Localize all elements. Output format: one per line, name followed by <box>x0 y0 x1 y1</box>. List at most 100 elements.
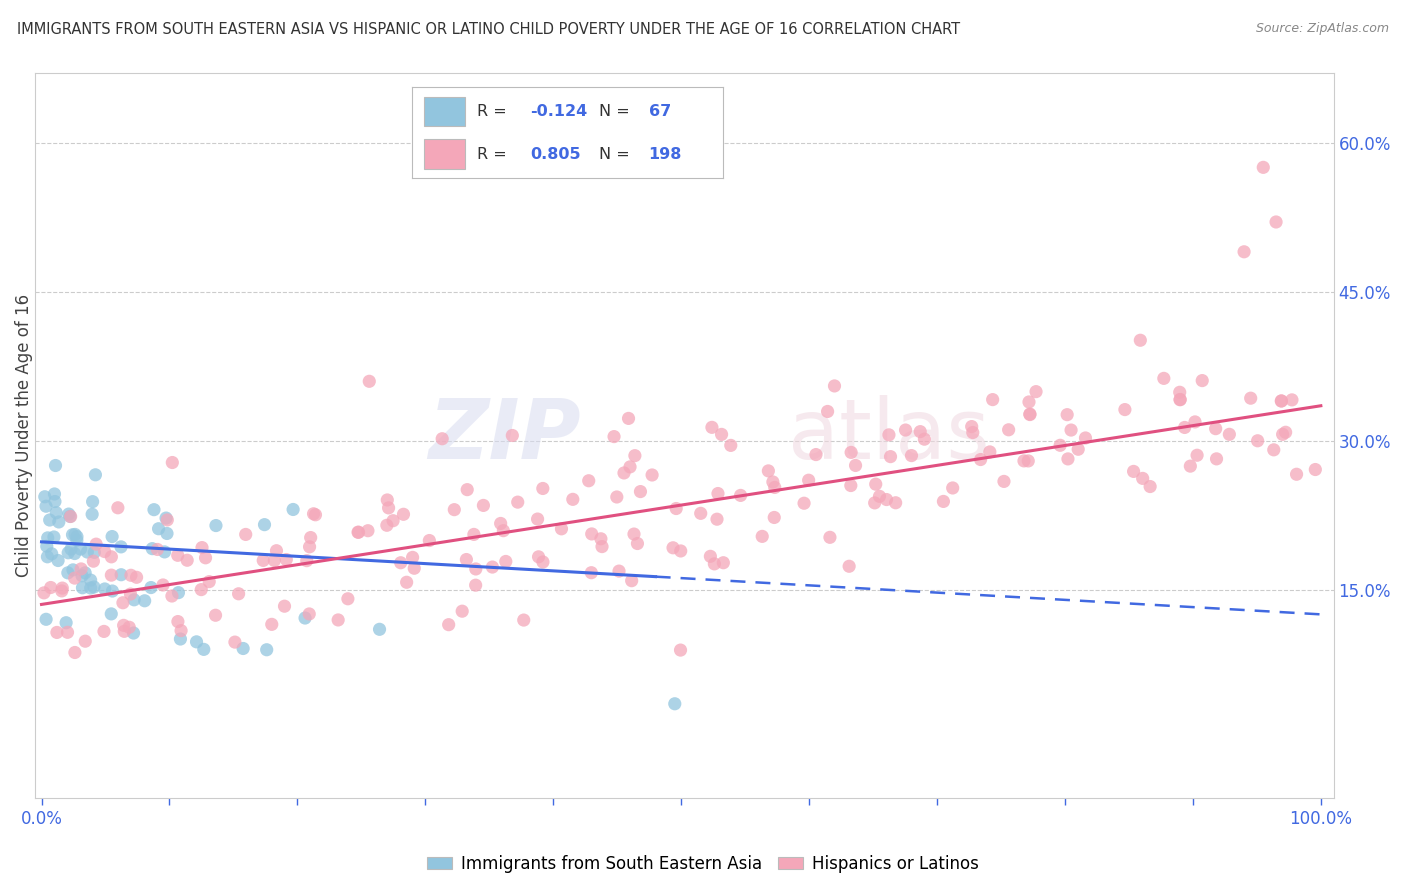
Point <box>1251 161 1274 175</box>
Point <box>100 568 122 582</box>
Point <box>1305 462 1327 476</box>
Point <box>869 489 891 503</box>
Point <box>700 420 723 434</box>
Point <box>720 438 742 452</box>
Point <box>626 536 648 550</box>
Point <box>83 545 105 559</box>
Point <box>110 540 132 554</box>
Point <box>839 445 862 459</box>
Point <box>176 553 198 567</box>
Point <box>550 522 572 536</box>
Point <box>42 530 65 544</box>
Point <box>1180 459 1202 474</box>
Point <box>395 575 418 590</box>
Point <box>155 511 177 525</box>
Point <box>75 634 97 648</box>
Point <box>59 509 82 524</box>
Point <box>63 571 86 585</box>
Y-axis label: Child Poverty Under the Age of 16: Child Poverty Under the Age of 16 <box>15 294 32 577</box>
Point <box>706 512 728 526</box>
Point <box>107 500 129 515</box>
Point <box>443 502 465 516</box>
Point <box>304 508 326 522</box>
Point <box>37 549 59 564</box>
Point <box>763 480 786 494</box>
Point <box>613 466 636 480</box>
Point <box>153 545 176 559</box>
Point <box>44 487 66 501</box>
Point <box>252 553 274 567</box>
Point <box>1263 442 1285 457</box>
Point <box>817 404 839 418</box>
Point <box>797 473 820 487</box>
Point <box>1205 451 1227 466</box>
Point <box>669 544 692 558</box>
Point <box>962 425 984 440</box>
Point <box>51 583 73 598</box>
Point <box>804 448 827 462</box>
Point <box>120 568 142 582</box>
Point <box>63 547 86 561</box>
Point <box>1271 427 1294 442</box>
Point <box>122 626 145 640</box>
Point <box>1174 420 1197 434</box>
Point <box>45 625 67 640</box>
Point <box>1218 427 1240 442</box>
Point <box>578 474 600 488</box>
Point <box>1129 333 1152 347</box>
Point <box>79 573 101 587</box>
Point <box>101 584 124 599</box>
Point <box>235 527 257 541</box>
Point <box>190 582 212 597</box>
Point <box>32 586 55 600</box>
Point <box>581 566 603 580</box>
Point <box>531 482 554 496</box>
Point <box>84 537 107 551</box>
Point <box>276 552 298 566</box>
Text: IMMIGRANTS FROM SOUTH EASTERN ASIA VS HISPANIC OR LATINO CHILD POVERTY UNDER THE: IMMIGRANTS FROM SOUTH EASTERN ASIA VS HI… <box>17 22 960 37</box>
Point <box>877 428 900 442</box>
Point <box>359 374 381 388</box>
Point <box>1060 423 1083 437</box>
Point <box>167 615 190 629</box>
Point <box>624 449 647 463</box>
Point <box>1057 451 1080 466</box>
Point <box>76 545 98 559</box>
Point <box>1191 374 1213 388</box>
Point <box>141 541 163 556</box>
Point <box>44 494 66 508</box>
Point <box>492 524 515 538</box>
Point <box>62 563 84 577</box>
Point <box>763 510 786 524</box>
Point <box>1153 371 1175 385</box>
Point <box>156 513 179 527</box>
Point <box>70 562 93 576</box>
Point <box>55 615 77 630</box>
Point <box>82 508 104 522</box>
Point <box>299 531 322 545</box>
Point <box>591 540 613 554</box>
Point <box>1205 422 1227 436</box>
Point <box>662 541 685 555</box>
Point <box>80 581 103 595</box>
Point <box>166 549 188 563</box>
Point <box>148 522 170 536</box>
Point <box>1018 407 1040 421</box>
Point <box>100 549 122 564</box>
Point <box>838 559 860 574</box>
Point <box>56 566 79 580</box>
Point <box>669 643 692 657</box>
Point <box>404 561 426 575</box>
Point <box>623 527 645 541</box>
Point <box>1270 393 1292 408</box>
Point <box>253 517 276 532</box>
Point <box>526 512 548 526</box>
Point <box>110 567 132 582</box>
Point <box>198 574 221 589</box>
Point <box>392 508 415 522</box>
Point <box>35 612 58 626</box>
Point <box>839 478 862 492</box>
Point <box>139 581 162 595</box>
Point <box>1168 392 1191 407</box>
Point <box>298 607 321 621</box>
